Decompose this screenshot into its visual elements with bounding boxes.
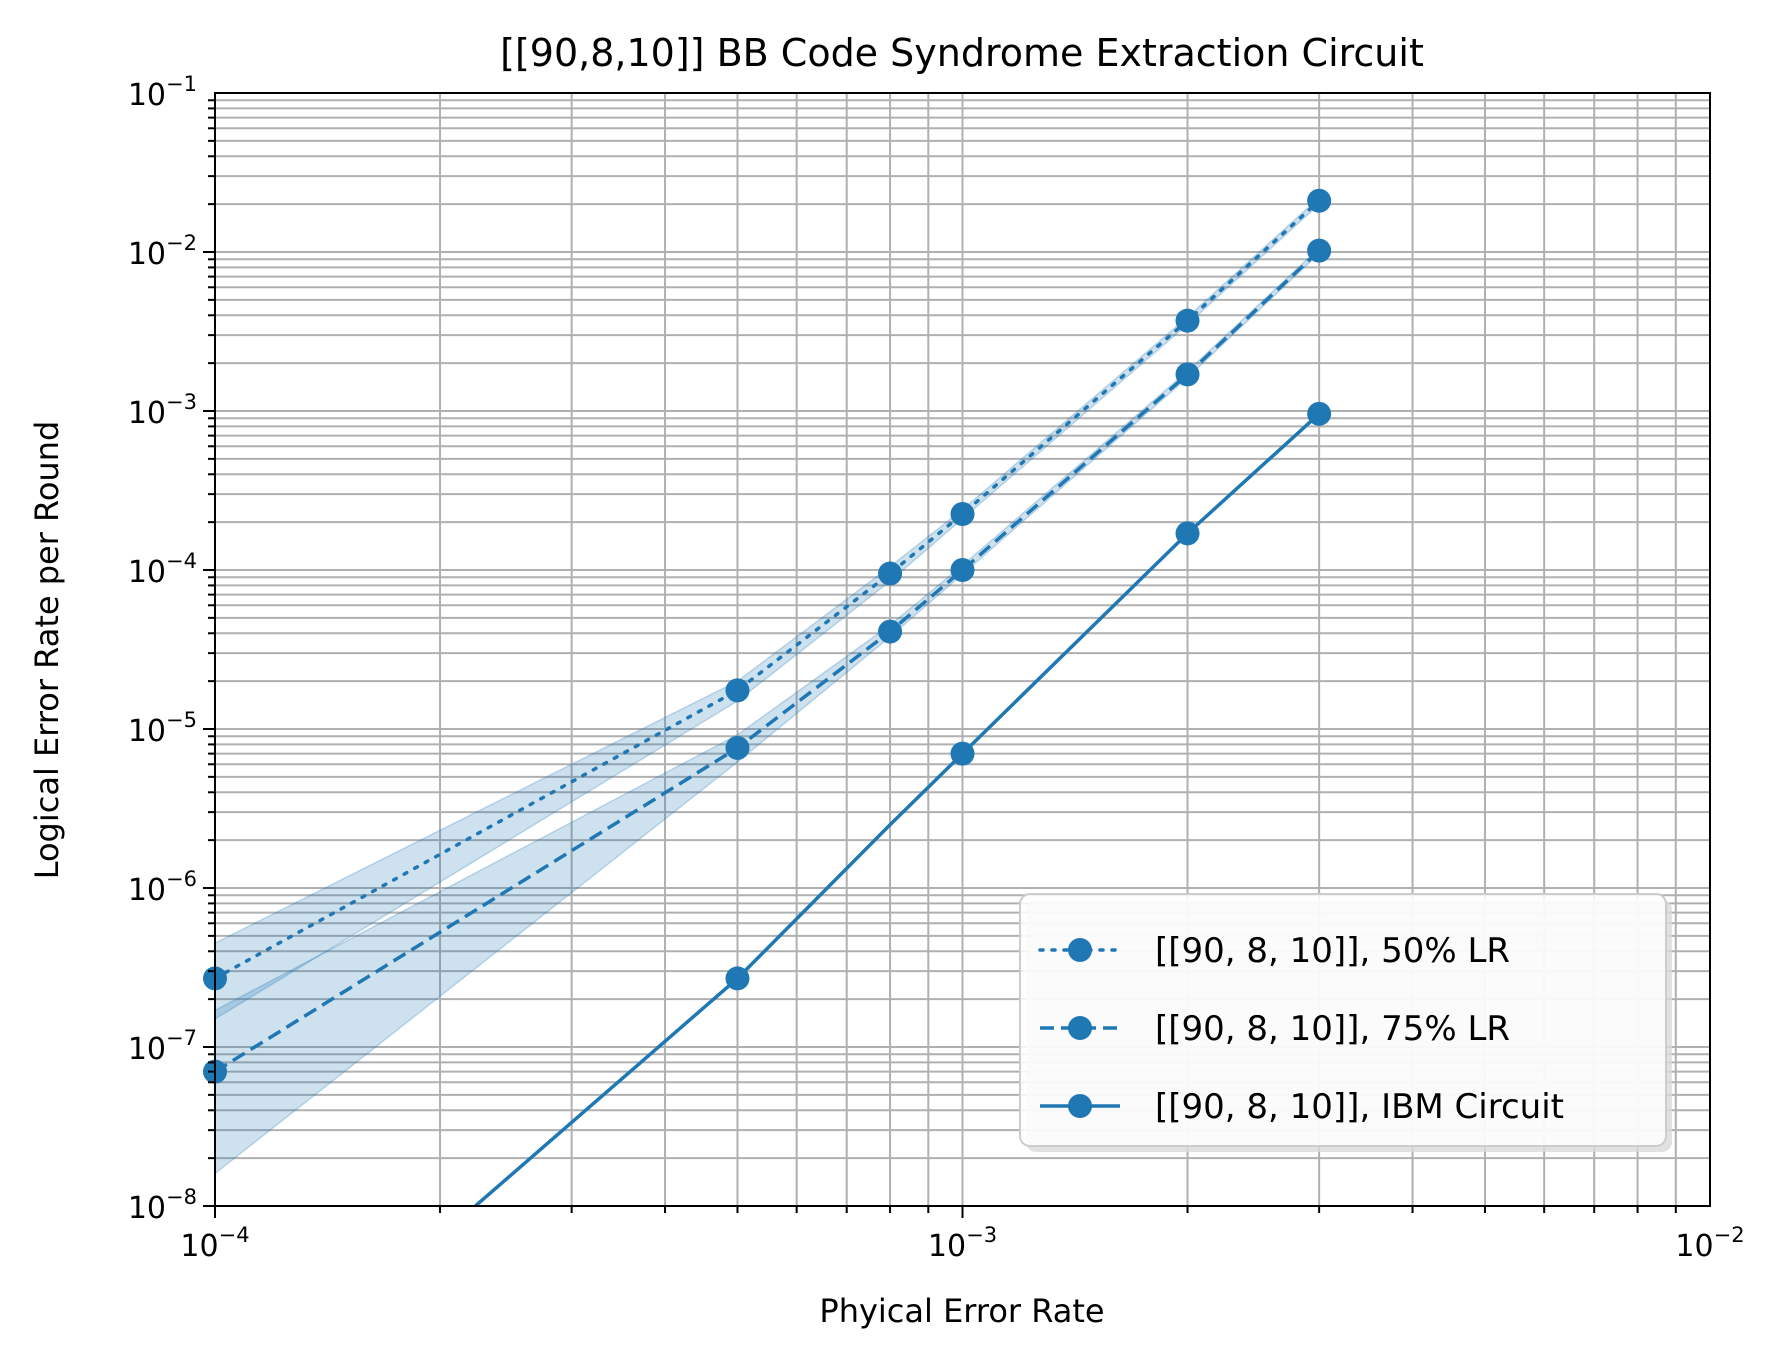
legend-label: [[90, 8, 10]], IBM Circuit xyxy=(1155,1087,1564,1127)
data-point xyxy=(878,619,903,644)
data-point xyxy=(878,561,903,586)
data-point xyxy=(725,678,750,703)
data-point xyxy=(1175,362,1200,387)
series-markers xyxy=(203,188,1332,1084)
y-tick-label: 10−1 xyxy=(128,72,197,113)
y-tick-label: 10−8 xyxy=(128,1185,197,1226)
y-tick-label: 10−7 xyxy=(128,1026,197,1067)
chart-title: [[90,8,10]] BB Code Syndrome Extraction … xyxy=(500,31,1424,75)
data-point xyxy=(950,502,975,527)
data-point xyxy=(725,735,750,760)
legend-marker xyxy=(1068,938,1092,962)
y-tick-label: 10−3 xyxy=(128,390,197,431)
x-tick-label: 10−2 xyxy=(1675,1223,1744,1264)
data-point xyxy=(725,966,750,991)
legend-label: [[90, 8, 10]], 75% LR xyxy=(1155,1009,1510,1049)
data-point xyxy=(1175,308,1200,333)
data-point xyxy=(1307,238,1332,263)
series-line xyxy=(474,412,1321,1206)
tick-labels: 10−4 10−3 10−2 10−8 10−7 10−6 10−5 10−4 10−3 10−2… xyxy=(128,72,1745,1264)
legend: [[90, 8, 10]], 50% LR [[90, 8, 10]], 75% … xyxy=(1019,893,1672,1152)
y-axis-label: Logical Error Rate per Round xyxy=(28,421,66,880)
legend-marker xyxy=(1068,1016,1092,1040)
axis-ticks xyxy=(203,99,1677,1218)
x-tick-label: 10−4 xyxy=(180,1223,249,1264)
x-axis-label: Phyical Error Rate xyxy=(819,1292,1104,1330)
legend-box xyxy=(1019,893,1667,1147)
y-tick-label: 10−2 xyxy=(128,231,197,272)
data-point xyxy=(1307,188,1332,213)
legend-marker xyxy=(1068,1094,1092,1118)
data-point xyxy=(950,741,975,766)
y-tick-label: 10−5 xyxy=(128,708,197,749)
series-lines xyxy=(215,199,1321,1206)
data-point xyxy=(1307,401,1332,426)
data-point xyxy=(950,558,975,582)
x-tick-label: 10−3 xyxy=(928,1223,997,1264)
series-line xyxy=(215,249,1321,1074)
y-tick-label: 10−4 xyxy=(128,549,197,590)
legend-label: [[90, 8, 10]], 50% LR xyxy=(1155,931,1510,971)
data-point xyxy=(1175,521,1200,546)
y-tick-label: 10−6 xyxy=(128,867,197,908)
